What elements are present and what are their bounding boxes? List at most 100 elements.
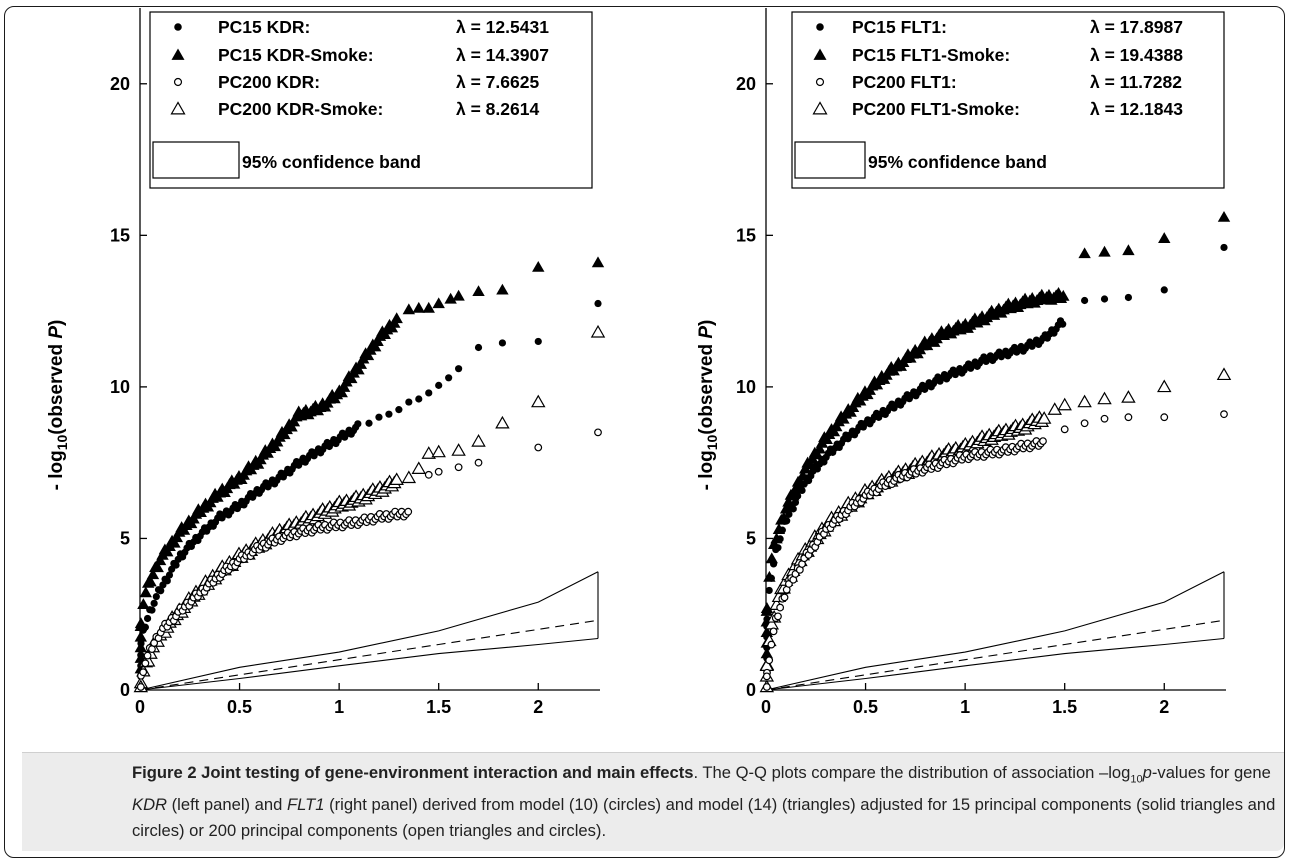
confidence-band-upper [765,571,1225,691]
legend-label: PC15 KDR: [218,17,310,37]
data-point [424,470,433,479]
data-point [143,651,152,660]
data-point [395,406,403,414]
data-point [151,561,164,573]
data-point [375,413,383,421]
series-pc15-kdr [137,299,602,691]
data-point [783,517,791,525]
data-point [760,647,773,659]
x-tick-label: 1 [334,697,344,717]
figure-frame [4,6,1285,858]
legend-label: PC200 KDR: [218,72,320,92]
data-point [415,395,423,403]
y-tick-label: 20 [736,74,756,94]
caption-gene-kdr: KDR [132,795,168,815]
data-point [146,568,160,580]
data-point [431,444,446,458]
confidence-band-upper [139,571,599,691]
data-point [1160,413,1169,422]
data-point [1098,245,1111,257]
caption-subscript: 10 [1130,773,1143,786]
data-point [594,428,602,437]
x-tick-label: 0.5 [853,697,878,717]
data-point [1220,243,1228,252]
legend-label: PC200 FLT1-Smoke: [852,99,1020,119]
data-point [1121,390,1136,403]
data-point [762,672,771,681]
series-pc15-flt1 [763,243,1228,673]
data-point [435,381,443,389]
data-point [1216,367,1232,381]
legend-lambda: λ = 11.7282 [1090,72,1182,92]
data-point [774,544,782,552]
confidence-band-lower [765,637,1225,691]
data-point [141,659,150,668]
data-point [444,292,457,304]
data-point [152,592,160,601]
data-point [1060,425,1069,434]
legend-marker [170,101,186,115]
y-axis-label: - log10(observed P) [696,320,720,491]
data-point [1077,394,1092,408]
legend-label: PC200 KDR-Smoke: [218,99,383,119]
data-point [776,603,785,612]
data-point [411,461,427,474]
data-point [150,599,158,607]
data-point [1036,411,1052,424]
data-point [495,415,510,429]
caption-text-2: -values for gene [1151,763,1271,782]
data-point [137,651,145,659]
legend-band-swatch [794,141,866,179]
data-point [389,472,404,485]
data-point [531,394,546,408]
data-point [451,443,466,456]
data-point [452,289,465,301]
data-point [163,577,171,585]
data-point [769,560,778,568]
x-tick-label: 1.5 [1052,697,1077,717]
data-point [422,301,435,313]
data-point [1157,379,1172,393]
x-tick-label: 1 [960,697,970,717]
caption-text-1: . The Q-Q plots compare the distribution… [693,763,1131,782]
data-point [785,510,793,518]
data-point [594,299,602,308]
data-point [432,297,445,309]
legend-lambda: λ = 8.2614 [456,99,539,119]
y-axis-label: - log10(observed P) [46,320,70,491]
x-tick-label: 2 [1159,697,1169,717]
data-point [769,627,778,636]
data-point [144,575,157,587]
data-point [591,256,605,268]
data-point [1039,437,1047,446]
data-point [1160,286,1168,294]
data-point [1124,293,1133,302]
data-point [1081,296,1089,305]
data-point [760,626,773,638]
data-point [454,463,463,472]
data-point [534,443,543,452]
data-point [789,505,797,513]
legend-label: PC15 KDR-Smoke: [218,45,374,65]
confidence-band-lower [139,637,599,691]
figure-caption: Figure 2 Joint testing of gene-environme… [132,760,1282,844]
data-point [813,442,826,454]
data-point [1047,402,1062,415]
caption-background [22,752,1284,851]
legend-marker [813,48,827,60]
data-point [354,420,362,428]
legend-marker [816,23,824,31]
confidence-band-expected-line [139,619,599,691]
x-tick-label: 1.5 [426,697,451,717]
legend-marker [812,101,828,115]
data-point [471,434,486,447]
data-point [425,389,433,397]
data-point [1057,397,1072,411]
data-point [472,285,485,297]
data-point [134,630,147,642]
data-point [1059,320,1067,328]
y-tick-label: 0 [120,680,130,700]
data-point [404,507,413,516]
series-pc200-kdr [136,428,602,691]
